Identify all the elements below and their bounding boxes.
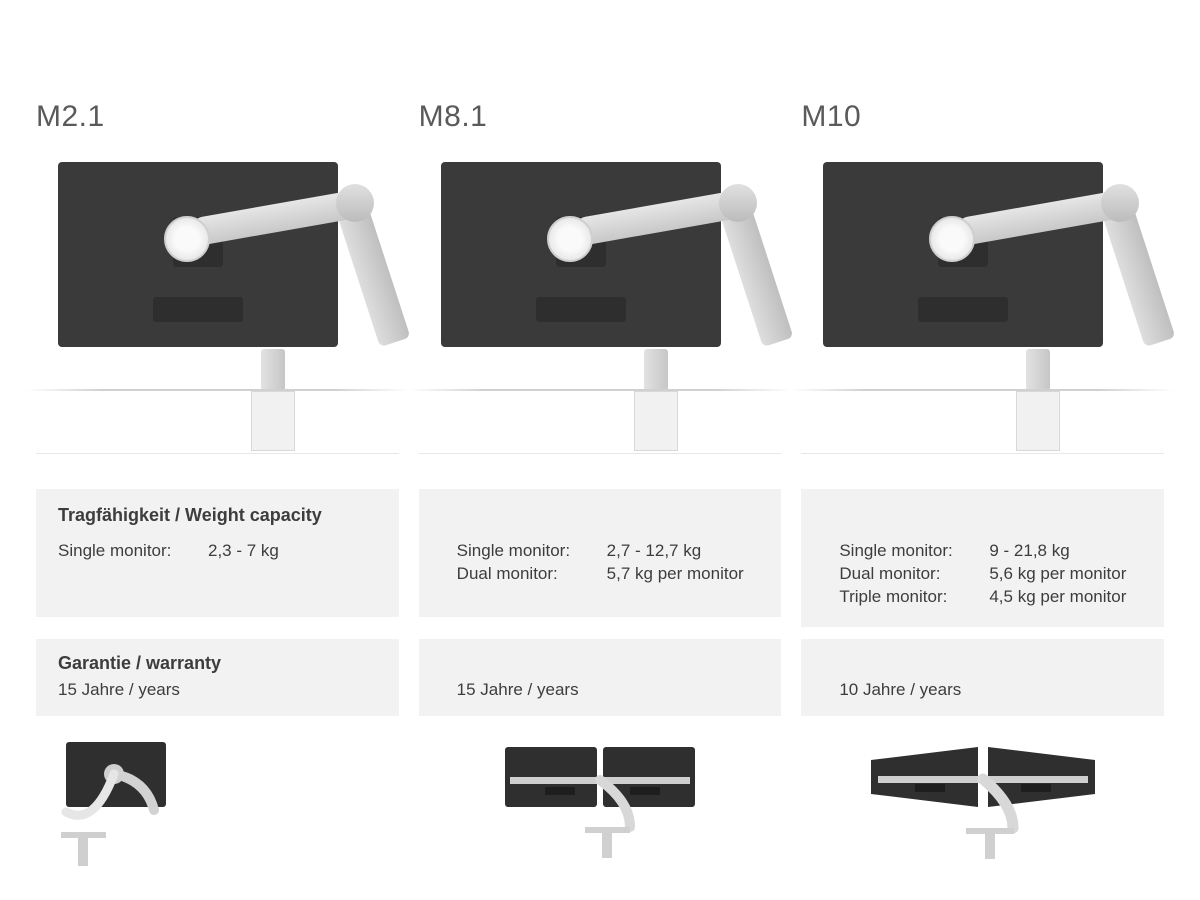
spec-value: 4,5 kg per monitor <box>989 586 1142 609</box>
product-thumbnail <box>801 716 1164 866</box>
weight-capacity-box: Single monitor: 2,7 - 12,7 kg Dual monit… <box>419 489 782 617</box>
comparison-grid: M2.1 M8.1 M10 <box>0 0 1200 866</box>
spec-value: 9 - 21,8 kg <box>989 540 1142 563</box>
warranty-value: 15 Jahre / years <box>457 680 760 700</box>
spec-label: Single monitor: <box>58 540 208 563</box>
warranty-box: 15 Jahre / years <box>419 639 782 716</box>
weight-capacity-header <box>457 505 760 526</box>
product-thumbnail <box>36 716 399 866</box>
spec-label: Single monitor: <box>839 540 989 563</box>
product-title: M2.1 <box>36 100 399 134</box>
spec-value: 2,7 - 12,7 kg <box>607 540 760 563</box>
warranty-header: Garantie / warranty <box>58 653 377 674</box>
product-title: M8.1 <box>419 100 782 134</box>
spec-row: Single monitor: 9 - 21,8 kg <box>839 540 1142 563</box>
weight-capacity-box: Tragfähigkeit / Weight capacity Single m… <box>36 489 399 617</box>
spec-label: Dual monitor: <box>839 563 989 586</box>
spec-row: Dual monitor: 5,7 kg per monitor <box>457 563 760 586</box>
warranty-header <box>839 653 1142 674</box>
spec-label: Dual monitor: <box>457 563 607 586</box>
spec-value: 5,7 kg per monitor <box>607 563 760 586</box>
product-image <box>801 154 1164 454</box>
spec-row: Dual monitor: 5,6 kg per monitor <box>839 563 1142 586</box>
product-thumbnail <box>419 716 782 866</box>
warranty-header <box>457 653 760 674</box>
warranty-box: Garantie / warranty 15 Jahre / years <box>36 639 399 716</box>
warranty-box: 10 Jahre / years <box>801 639 1164 716</box>
product-image <box>36 154 399 454</box>
product-image <box>419 154 782 454</box>
spec-label: Single monitor: <box>457 540 607 563</box>
spec-value: 5,6 kg per monitor <box>989 563 1142 586</box>
spec-row: Single monitor: 2,3 - 7 kg <box>58 540 377 563</box>
spec-row: Triple monitor: 4,5 kg per monitor <box>839 586 1142 609</box>
weight-capacity-box: Single monitor: 9 - 21,8 kg Dual monitor… <box>801 489 1164 627</box>
product-title: M10 <box>801 100 1164 134</box>
warranty-value: 10 Jahre / years <box>839 680 1142 700</box>
spec-label: Triple monitor: <box>839 586 989 609</box>
spec-value: 2,3 - 7 kg <box>208 540 377 563</box>
spec-row: Single monitor: 2,7 - 12,7 kg <box>457 540 760 563</box>
weight-capacity-header <box>839 505 1142 526</box>
warranty-value: 15 Jahre / years <box>58 680 377 700</box>
weight-capacity-header: Tragfähigkeit / Weight capacity <box>58 505 377 526</box>
